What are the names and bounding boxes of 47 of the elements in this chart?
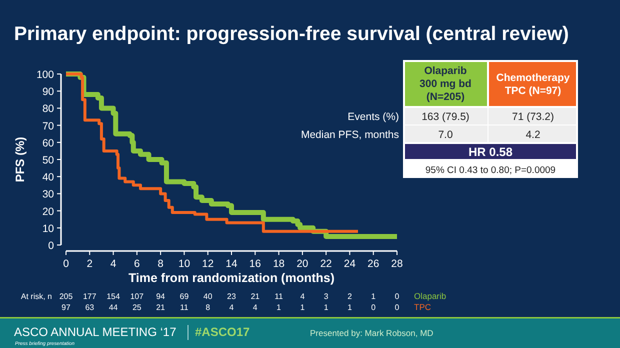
x-tick-label: 24 xyxy=(344,258,356,270)
text: HR 0.58 xyxy=(468,145,513,159)
text: 71 (73.2) xyxy=(512,111,554,123)
y-tick-label: 50 xyxy=(42,154,54,166)
x-tick-label: 8 xyxy=(158,258,164,270)
x-tick-label: 14 xyxy=(226,258,238,270)
y-tick-label: 30 xyxy=(42,188,54,201)
text: ASCO ANNUAL MEETING ‘17 xyxy=(14,325,177,339)
x-axis-title: Time from randomization (months) xyxy=(128,271,335,285)
x-tick-label: 12 xyxy=(202,258,214,270)
text: 97 63 44 25 21 11 8 4 4 1 1 1 1 0 0 xyxy=(62,303,400,312)
y-tick-label: 70 xyxy=(42,120,54,132)
x-tick-label: 18 xyxy=(272,258,285,270)
text: 163 (79.5) xyxy=(422,111,470,123)
x-tick-label: 16 xyxy=(249,258,262,270)
text: 95% CI 0.43 to 0.80; P=0.0009 xyxy=(425,165,556,176)
text: 4.2 xyxy=(526,129,540,141)
y-tick-label: 60 xyxy=(42,137,54,150)
x-tick-label: 22 xyxy=(320,258,332,270)
x-tick-label: 2 xyxy=(86,258,93,270)
y-axis-title: PFS (%) xyxy=(13,136,27,182)
y-tick-label: 20 xyxy=(42,206,54,218)
y-tick-label: 10 xyxy=(42,222,54,235)
annotation: Median PFS, months xyxy=(300,129,399,141)
text: TPC xyxy=(414,302,431,312)
text: 7.0 xyxy=(438,129,453,141)
text: Presented by: Mark Robson, MD xyxy=(310,328,434,338)
x-tick-label: 28 xyxy=(391,258,403,270)
text: #ASCO17 xyxy=(195,325,250,339)
y-tick-label: 0 xyxy=(48,240,54,252)
x-tick-label: 0 xyxy=(63,258,70,270)
y-tick-label: 100 xyxy=(36,69,54,81)
chart-title: Primary endpoint: progression-free survival (central review) xyxy=(14,23,569,45)
x-tick-label: 26 xyxy=(368,258,380,270)
y-tick-label: 90 xyxy=(42,86,54,98)
annotation: Events (%) xyxy=(348,111,399,123)
x-tick-label: 20 xyxy=(296,258,308,270)
text: At risk, n xyxy=(20,292,52,301)
y-tick-label: 80 xyxy=(42,103,54,116)
text: Olaparib xyxy=(414,291,446,301)
text: Chemotherapy TPC (N=97) xyxy=(496,72,570,97)
x-tick-label: 6 xyxy=(134,258,140,270)
text: Olaparib 300 mg bd (N=205) xyxy=(420,65,472,103)
x-tick-label: 10 xyxy=(178,258,190,270)
y-tick-label: 40 xyxy=(42,172,54,184)
text: 205 177 154 107 94 69 40 23 21 11 4 3 2 1 0 xyxy=(59,292,400,301)
x-tick-label: 4 xyxy=(110,258,116,270)
